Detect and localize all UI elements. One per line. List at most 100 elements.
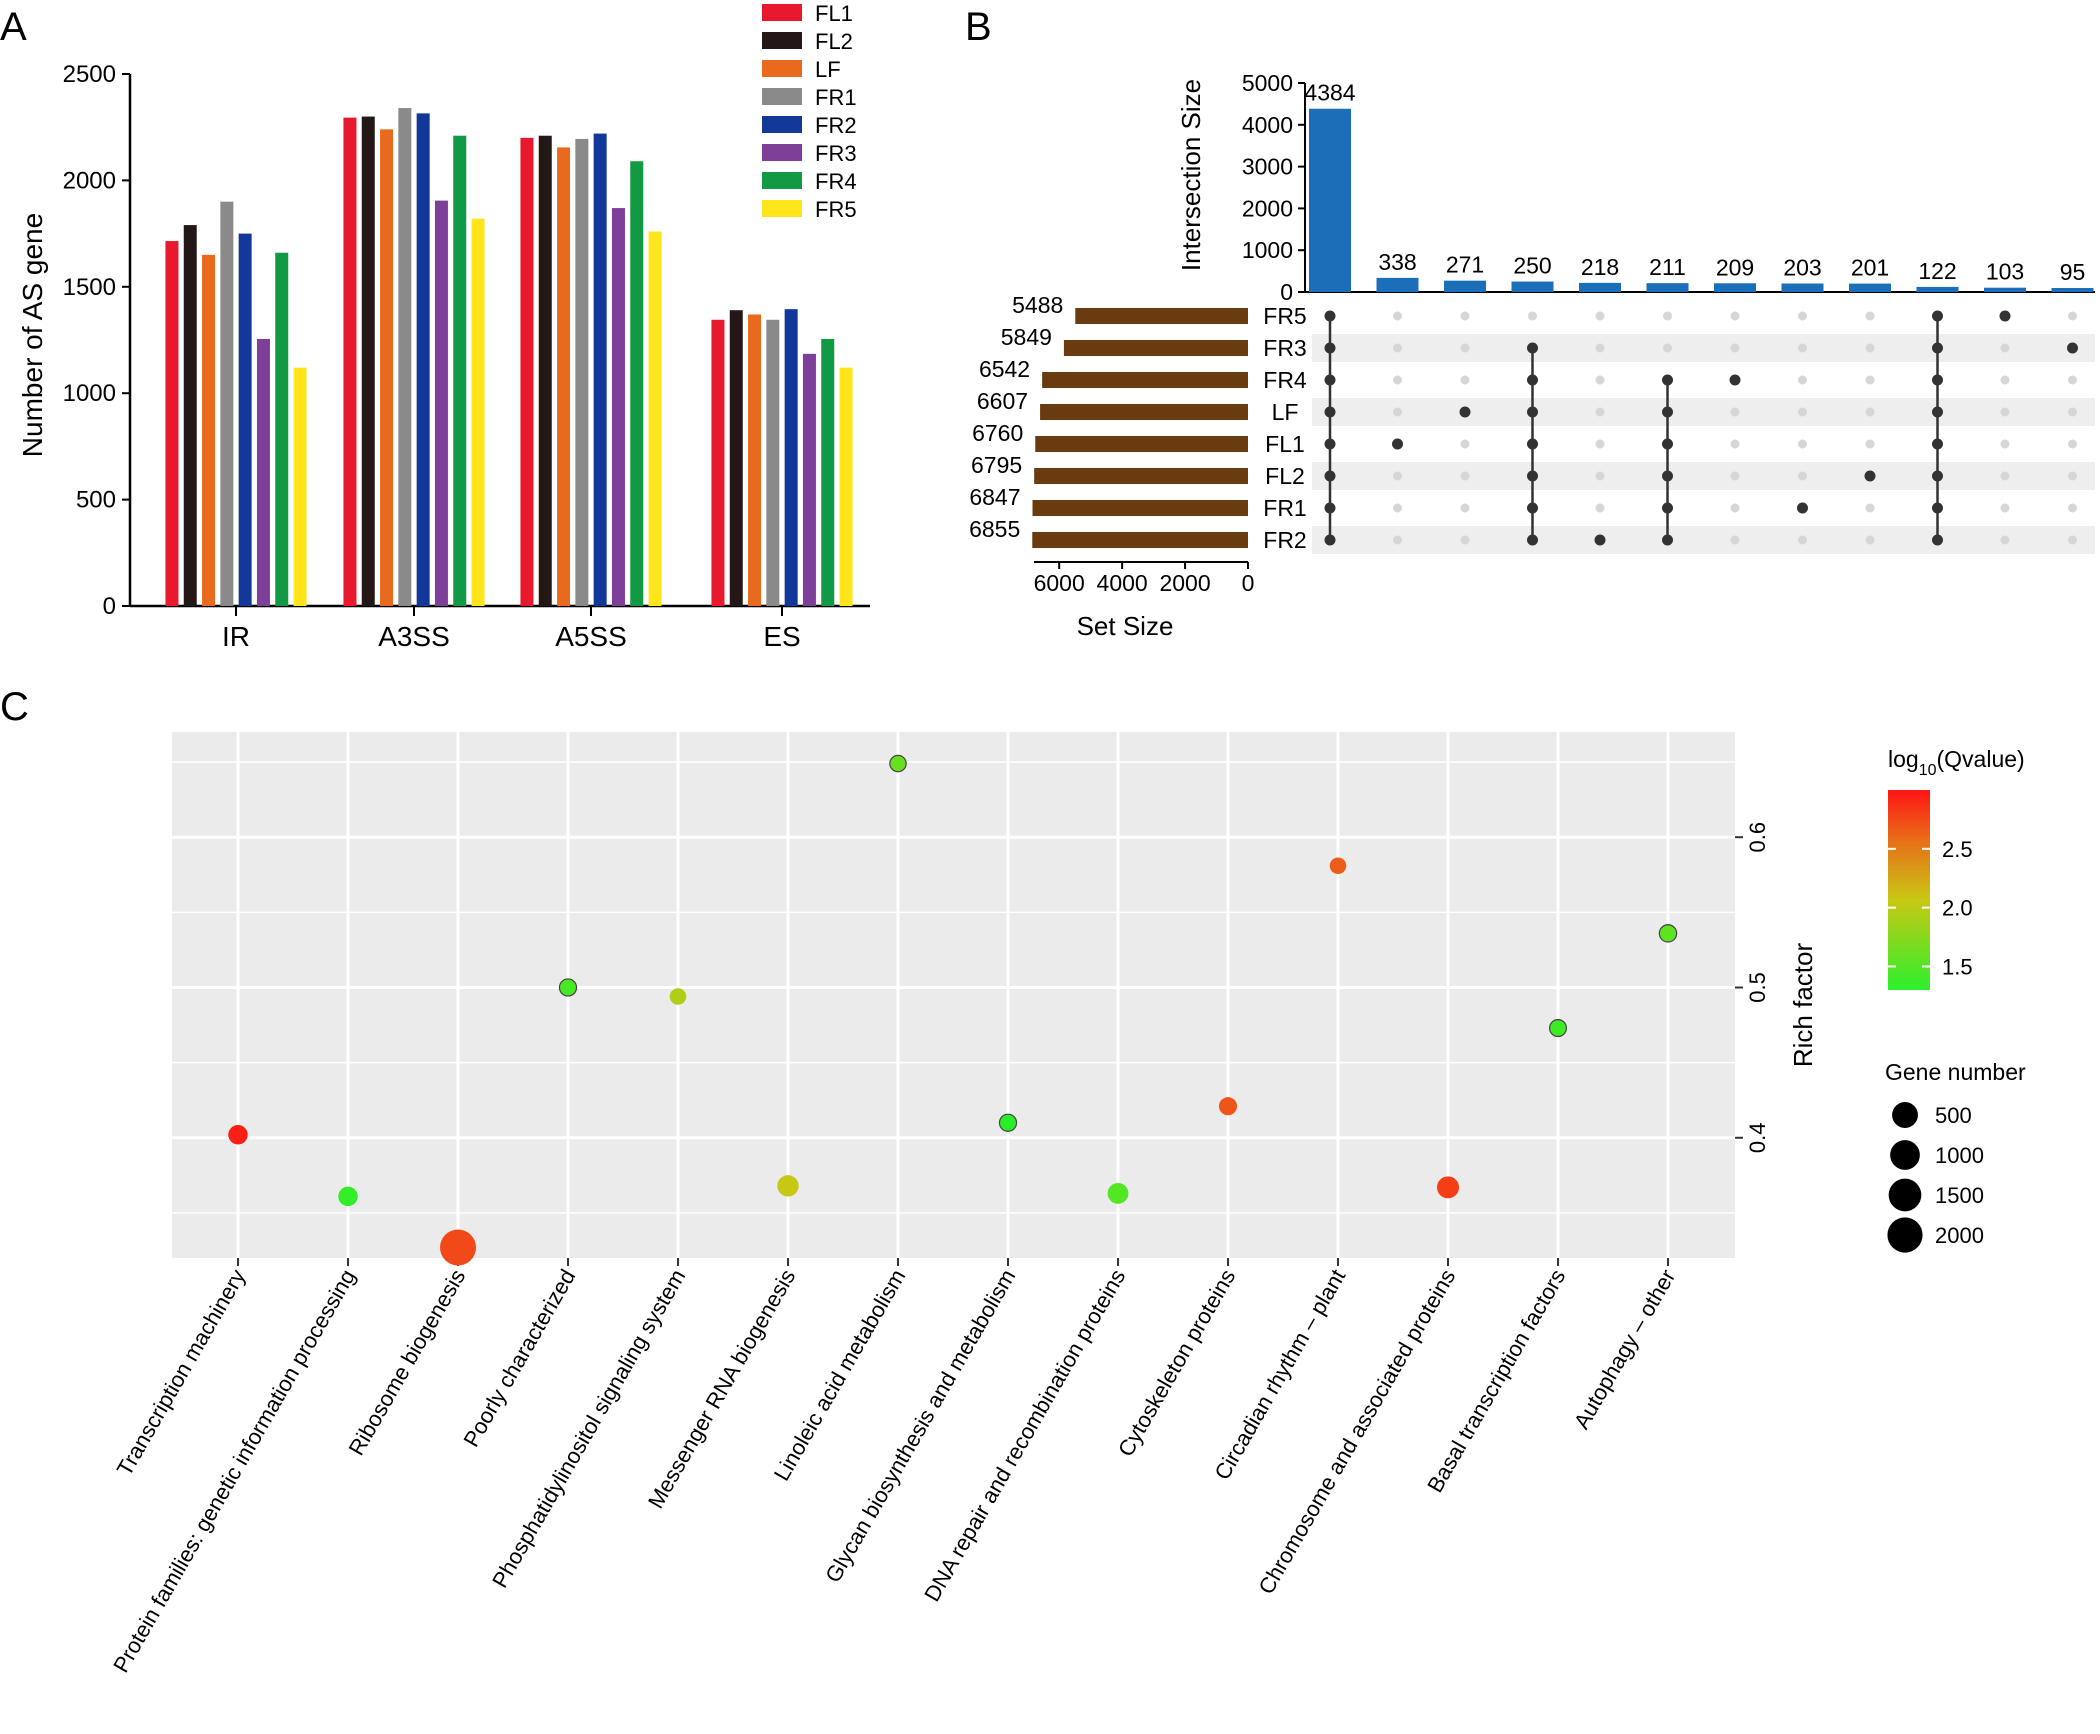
set-size-bar bbox=[1032, 532, 1248, 548]
matrix-dot-filled bbox=[1527, 406, 1538, 418]
set-name-label: FR4 bbox=[1263, 367, 1307, 393]
size-legend-label: 500 bbox=[1935, 1103, 1972, 1128]
panel-b-y-tick-label: 2000 bbox=[1242, 195, 1293, 221]
set-name-label: FR1 bbox=[1263, 495, 1306, 521]
intersection-size-label: 338 bbox=[1378, 249, 1416, 275]
matrix-dot-empty bbox=[1798, 375, 1807, 385]
set-name-label: LF bbox=[1272, 399, 1299, 425]
panel-b-y-tick-label: 1000 bbox=[1242, 237, 1293, 263]
intersection-size-label: 250 bbox=[1513, 253, 1551, 279]
matrix-dot-filled bbox=[1324, 342, 1336, 354]
matrix-dot-filled bbox=[1999, 310, 2011, 322]
set-size-axis-tick-label: 6000 bbox=[1034, 570, 1085, 596]
bubble-linoleic-acid-metabolism bbox=[889, 754, 907, 773]
matrix-dot-empty bbox=[1528, 311, 1537, 321]
matrix-dot-filled bbox=[1324, 374, 1336, 386]
bar-FR4-ES bbox=[821, 338, 835, 606]
panel-c-y-tick-label: 0.5 bbox=[1745, 972, 1770, 1003]
bar-FR2-A5SS bbox=[593, 133, 607, 607]
matrix-dot-empty bbox=[1393, 343, 1402, 353]
bubble-autophagy-other bbox=[1658, 924, 1678, 943]
matrix-dot-empty bbox=[1460, 471, 1470, 481]
set-size-axis-tick-label: 4000 bbox=[1097, 570, 1148, 596]
set-size-label: 6795 bbox=[971, 452, 1022, 478]
matrix-dot-empty bbox=[1595, 503, 1605, 513]
set-size-label: 5488 bbox=[1012, 292, 1063, 318]
legend-label-LF: LF bbox=[815, 57, 841, 82]
matrix-dot-empty bbox=[1865, 535, 1875, 545]
panel-a-y-tick-label: 2000 bbox=[63, 167, 116, 194]
intersection-bar bbox=[1916, 286, 1959, 292]
matrix-dot-filled bbox=[1932, 310, 1943, 322]
panel-c-x-tick-label: Autophagy – other bbox=[1569, 1265, 1681, 1433]
panel-c-y-tick-label: 0.6 bbox=[1745, 822, 1770, 853]
matrix-dot-empty bbox=[1595, 375, 1605, 385]
plot-background bbox=[172, 732, 1735, 1258]
matrix-dot-filled bbox=[1662, 438, 1673, 450]
matrix-dot-filled bbox=[1662, 406, 1673, 418]
matrix-dot-empty bbox=[2000, 471, 2010, 481]
intersection-size-label: 209 bbox=[1716, 254, 1754, 280]
panel-b-y-tick-label: 3000 bbox=[1242, 154, 1293, 180]
bubble-dna-repair-and-recombination-proteins bbox=[1107, 1182, 1129, 1204]
matrix-dot-empty bbox=[1460, 535, 1470, 545]
intersection-bar bbox=[1444, 280, 1486, 292]
bar-LF-IR bbox=[202, 254, 216, 606]
bar-FR3-IR bbox=[256, 338, 270, 606]
matrix-dot-empty bbox=[1595, 311, 1605, 321]
matrix-dot-empty bbox=[1798, 343, 1807, 353]
panel-a-y-tick-label: 0 bbox=[103, 593, 116, 620]
color-legend-label: 1.5 bbox=[1942, 954, 1973, 979]
matrix-dot-filled bbox=[1932, 374, 1943, 386]
bar-FR1-A5SS bbox=[575, 138, 589, 607]
set-name-label: FL2 bbox=[1265, 463, 1305, 489]
matrix-dot-filled bbox=[1594, 534, 1606, 546]
matrix-dot-filled bbox=[1662, 470, 1673, 482]
legend-label-FR2: FR2 bbox=[815, 113, 857, 138]
matrix-dot-empty bbox=[2000, 407, 2010, 417]
matrix-dot-filled bbox=[1324, 310, 1336, 322]
matrix-dot-filled bbox=[1527, 374, 1538, 386]
set-name-label: FL1 bbox=[1265, 431, 1305, 457]
matrix-dot-empty bbox=[1393, 375, 1402, 385]
matrix-dot-empty bbox=[2000, 439, 2010, 449]
bubble-phosphatidylinositol-signaling-system bbox=[669, 988, 687, 1005]
matrix-dot-filled bbox=[1324, 502, 1336, 514]
matrix-dot-empty bbox=[1865, 407, 1875, 417]
legend-swatch-FR1 bbox=[762, 88, 802, 105]
size-legend-circle bbox=[1888, 1178, 1922, 1212]
matrix-dot-empty bbox=[2068, 375, 2077, 385]
legend-swatch-FR3 bbox=[762, 144, 802, 161]
panel-c-x-tick-label: Chromosome and associated proteins bbox=[1253, 1265, 1460, 1598]
intersection-size-label: 211 bbox=[1649, 254, 1686, 280]
matrix-dot-filled bbox=[1932, 438, 1943, 450]
panel-b-set-size-title: Set Size bbox=[1077, 611, 1174, 641]
set-size-bar bbox=[1034, 468, 1248, 484]
bubble-chromosome-and-associated-proteins bbox=[1436, 1176, 1460, 1199]
matrix-dot-filled bbox=[1527, 470, 1538, 482]
size-legend-title: Gene number bbox=[1885, 1059, 2026, 1085]
matrix-dot-filled bbox=[1932, 534, 1943, 546]
bubble-messenger-rna-biogenesis bbox=[777, 1175, 799, 1197]
panel-c-y-tick-label: 0.4 bbox=[1745, 1122, 1770, 1153]
panel-c-x-tick-label: Transcription machinery bbox=[112, 1265, 251, 1480]
matrix-dot-filled bbox=[1662, 534, 1673, 546]
intersection-size-label: 271 bbox=[1446, 252, 1484, 278]
legend-swatch-FR5 bbox=[762, 200, 802, 217]
intersection-bar bbox=[1579, 282, 1621, 292]
matrix-dot-empty bbox=[2068, 535, 2077, 545]
matrix-dot-empty bbox=[1460, 375, 1470, 385]
matrix-dot-empty bbox=[2000, 343, 2010, 353]
matrix-dot-empty bbox=[1663, 343, 1672, 353]
matrix-dot-filled bbox=[1459, 406, 1471, 418]
matrix-dot-empty bbox=[1595, 343, 1605, 353]
panel-a-y-tick-label: 2500 bbox=[63, 61, 116, 88]
matrix-dot-empty bbox=[1865, 439, 1875, 449]
matrix-dot-empty bbox=[1865, 343, 1875, 353]
matrix-dot-filled bbox=[1797, 502, 1808, 514]
matrix-dot-empty bbox=[1865, 375, 1875, 385]
set-size-label: 5849 bbox=[1001, 324, 1052, 350]
matrix-dot-empty bbox=[1730, 535, 1740, 545]
bubble-basal-transcription-factors bbox=[1548, 1019, 1568, 1038]
